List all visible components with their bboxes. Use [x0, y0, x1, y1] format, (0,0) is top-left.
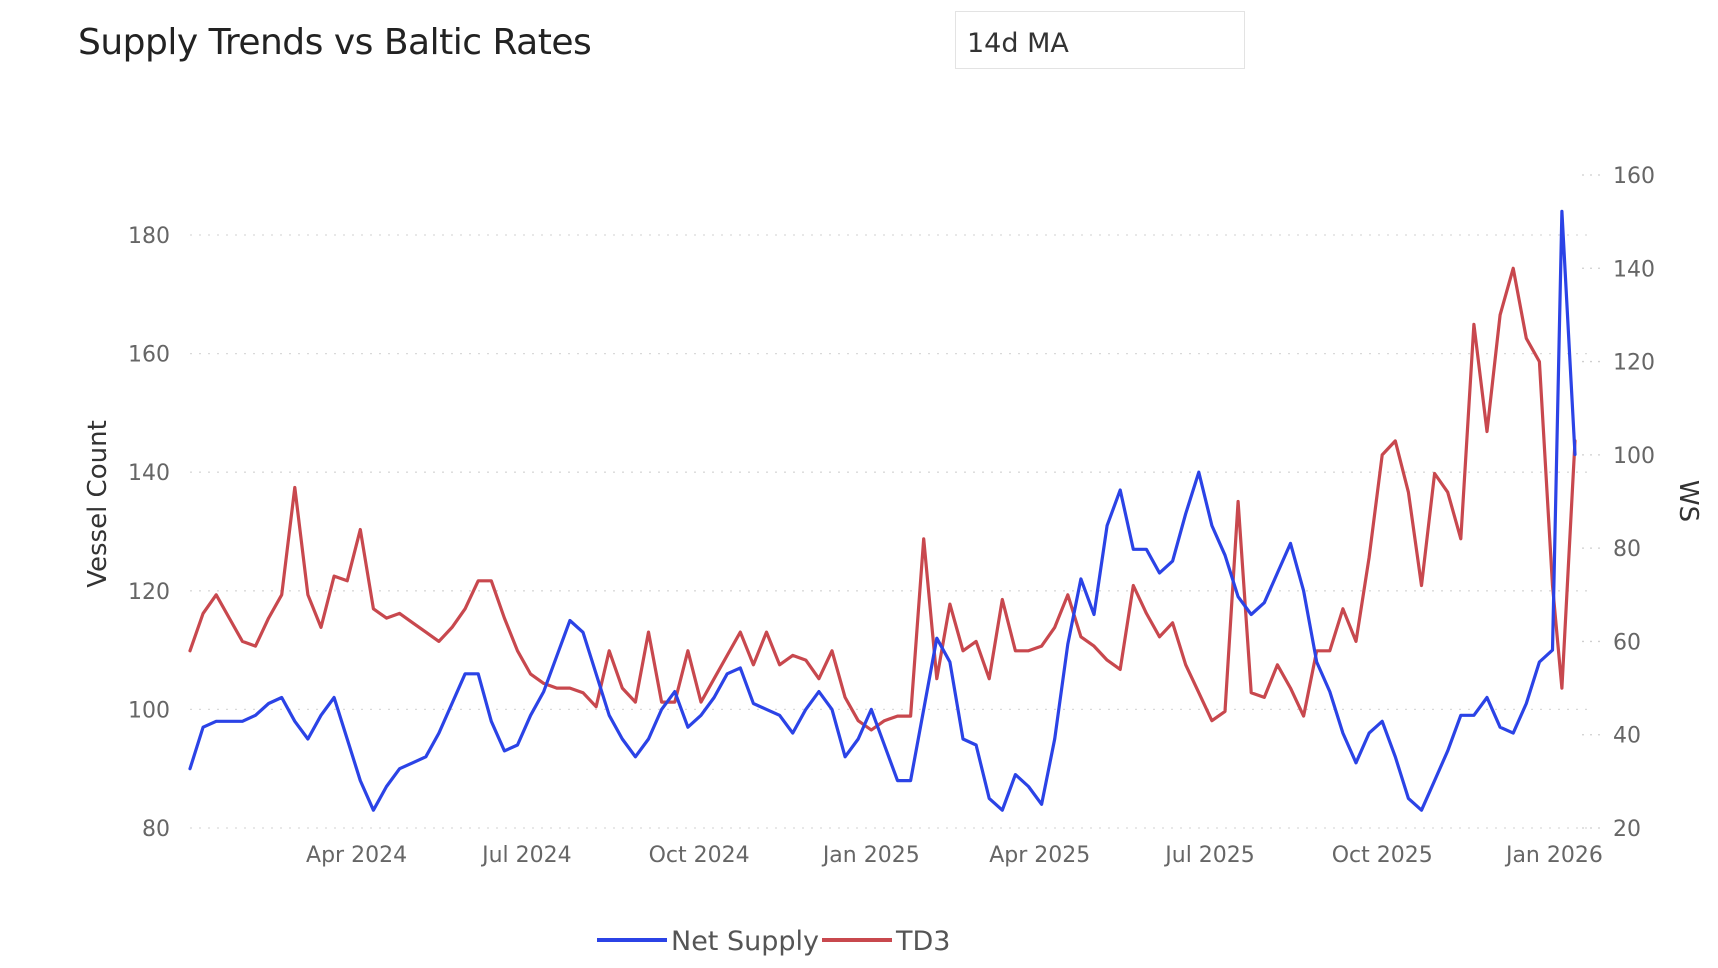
legend: Net Supply TD3 [597, 926, 950, 957]
left-tick-label: 120 [128, 580, 170, 605]
left-tick-label: 180 [128, 224, 170, 249]
right-tick-label: 60 [1613, 630, 1641, 655]
right-tick-label: 80 [1613, 537, 1641, 562]
x-axis-ticks: Apr 2024 Jul 2024 Oct 2024 Jan 2025 Apr 2025… [306, 843, 1603, 868]
left-axis-title: Vessel Count [83, 420, 113, 588]
left-tick-label: 160 [128, 343, 170, 368]
right-tick-label: 160 [1613, 164, 1655, 189]
right-tick-label: 100 [1613, 444, 1655, 469]
right-tick-label: 140 [1613, 257, 1655, 282]
left-axis-ticks: 80 100 120 140 160 180 [128, 224, 170, 842]
series-line-net-supply[interactable] [188, 209, 1577, 812]
x-tick-label: Oct 2025 [1332, 843, 1433, 868]
right-axis-ticks: 20 40 60 80 100 120 140 160 [1582, 164, 1655, 842]
right-tick-label: 20 [1613, 817, 1641, 842]
left-tick-label: 140 [128, 461, 170, 486]
right-axis-title: WS [1673, 480, 1703, 522]
left-tick-label: 100 [128, 698, 170, 723]
series-layer [188, 209, 1577, 812]
x-tick-label: Apr 2024 [306, 843, 407, 868]
right-tick-label: 40 [1613, 724, 1641, 749]
series-line-td3[interactable] [188, 266, 1577, 732]
x-tick-label: Jan 2026 [1504, 843, 1603, 868]
right-tick-label: 120 [1613, 351, 1655, 376]
x-tick-label: Jul 2025 [1163, 843, 1255, 868]
x-tick-label: Oct 2024 [649, 843, 750, 868]
moving-average-selector[interactable]: 14d MA [955, 11, 1245, 69]
legend-label-td3[interactable]: TD3 [895, 926, 950, 957]
x-tick-label: Apr 2025 [989, 843, 1090, 868]
left-tick-label: 80 [142, 817, 170, 842]
x-tick-label: Jan 2025 [821, 843, 920, 868]
gridlines [190, 234, 1592, 829]
legend-label-net-supply[interactable]: Net Supply [671, 926, 819, 957]
x-tick-label: Jul 2024 [480, 843, 572, 868]
chart-title: Supply Trends vs Baltic Rates [78, 22, 592, 63]
